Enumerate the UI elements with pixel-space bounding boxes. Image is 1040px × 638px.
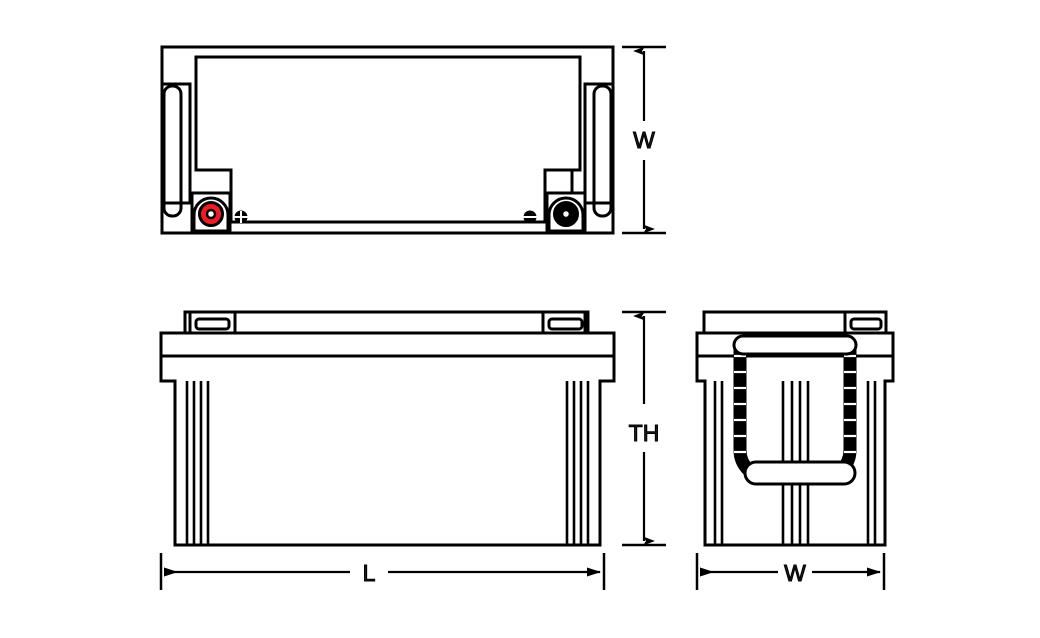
positive-terminal (192, 196, 230, 233)
side-case-body (695, 356, 895, 547)
negative-terminal (545, 191, 587, 233)
terminal-pad-right-front (547, 317, 584, 331)
terminal-pad-left-front (194, 317, 231, 331)
side-lid-flange (695, 331, 895, 358)
front-lid-flange (159, 331, 616, 358)
dimension-w-side: W (695, 553, 886, 590)
top-view (160, 45, 615, 235)
dimension-label-l: L (363, 560, 376, 586)
front-view (159, 310, 616, 547)
terminal-block-left (188, 310, 237, 335)
dimension-label-th: TH (629, 420, 660, 446)
dimension-l: L (159, 553, 606, 590)
side-view (695, 310, 895, 547)
carry-strap-grip (743, 460, 857, 486)
carry-strap (732, 334, 858, 486)
handle-slot-right (592, 84, 613, 218)
front-case-body (159, 356, 616, 547)
dimension-label-w-side: W (784, 560, 806, 586)
handle-recess-right-pocket (583, 82, 613, 205)
handle-recess-left-pocket (162, 82, 192, 205)
carry-strap-ribs (734, 354, 856, 454)
top-view-lid-notch-right (543, 168, 580, 193)
front-ribs-right (565, 381, 590, 545)
polarity-mark-negative (523, 210, 537, 224)
top-view-lid-notch-left (196, 168, 233, 193)
front-ribs-left (185, 381, 210, 545)
handle-slot-left (162, 84, 183, 218)
side-terminal-pad (849, 317, 883, 331)
polarity-mark-positive (234, 210, 248, 224)
negative-terminal-bore (560, 208, 572, 220)
positive-terminal-bore (205, 208, 217, 220)
dimension-w-top: W (622, 45, 666, 235)
dimension-label-w-top: W (633, 127, 655, 153)
dimension-th: TH (622, 310, 666, 547)
terminal-block-right (541, 310, 590, 335)
top-view-outer-case (160, 45, 615, 235)
carry-strap-top-bar (732, 334, 858, 356)
